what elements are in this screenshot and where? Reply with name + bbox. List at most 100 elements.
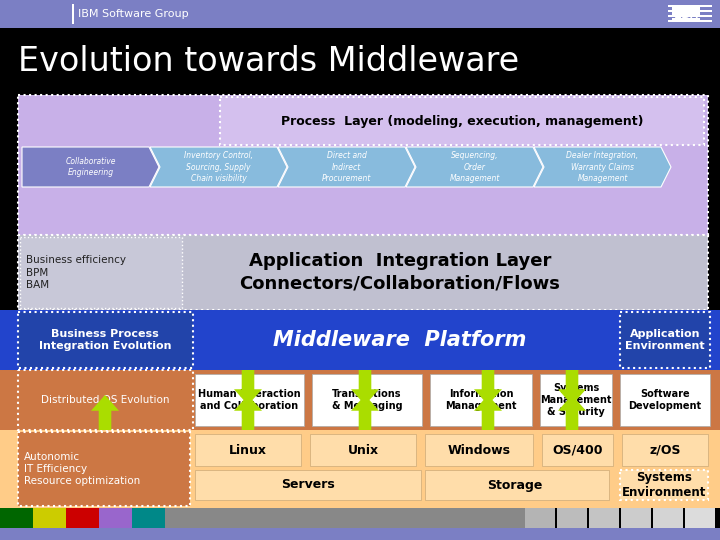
Polygon shape [234, 370, 262, 405]
Text: IBM Software Group: IBM Software Group [78, 9, 189, 19]
Bar [682, 6, 690, 10]
Text: Unix: Unix [348, 443, 379, 456]
Bar [622, 434, 708, 466]
Text: Distributed OS Evolution: Distributed OS Evolution [41, 395, 169, 405]
Bar [312, 374, 422, 426]
Bar [692, 18, 700, 22]
Polygon shape [558, 370, 586, 405]
Polygon shape [534, 147, 671, 187]
Bar [672, 18, 680, 22]
Bar [310, 434, 416, 466]
Text: Autonomic
IT Efficiency
Resource optimization: Autonomic IT Efficiency Resource optimiz… [24, 451, 140, 487]
Text: Direct and
Indirect
Procurement: Direct and Indirect Procurement [322, 151, 372, 183]
Polygon shape [22, 147, 159, 187]
Polygon shape [406, 147, 543, 187]
Text: Process  Layer (modeling, execution, management): Process Layer (modeling, execution, mana… [281, 114, 643, 127]
Bar [682, 12, 690, 16]
Bar [0, 0, 720, 28]
Polygon shape [474, 370, 502, 405]
Bar [668, 20, 712, 22]
Bar [653, 508, 683, 528]
Text: Transactions
& Messaging: Transactions & Messaging [332, 389, 402, 411]
Text: z/OS: z/OS [649, 443, 680, 456]
Bar [18, 95, 708, 235]
Bar [18, 432, 190, 506]
Bar [20, 237, 182, 308]
Bar [0, 310, 720, 370]
Bar [620, 470, 708, 500]
Bar [620, 374, 710, 426]
Bar [0, 28, 720, 103]
Bar [672, 12, 680, 16]
Text: Application
Environment: Application Environment [625, 329, 705, 351]
Bar [132, 508, 165, 528]
Bar [0, 528, 720, 540]
Bar [18, 370, 193, 430]
Bar [525, 508, 555, 528]
Bar [99, 508, 132, 528]
Text: Software
Development: Software Development [629, 389, 701, 411]
Bar [18, 95, 708, 235]
Bar [220, 97, 704, 145]
Text: Inventory Control,
Sourcing, Supply
Chain visibility: Inventory Control, Sourcing, Supply Chai… [184, 151, 253, 183]
Bar [0, 508, 33, 528]
Text: Servers: Servers [281, 478, 335, 491]
Bar [0, 370, 720, 430]
Bar [692, 12, 700, 16]
Bar [430, 374, 532, 426]
Bar [195, 470, 421, 500]
Text: Information
Management: Information Management [445, 389, 517, 411]
Text: Evolution towards Middleware: Evolution towards Middleware [18, 45, 519, 78]
Bar [66, 508, 99, 528]
Bar [672, 12, 700, 16]
Bar [425, 470, 609, 500]
Bar [540, 374, 612, 426]
Bar [195, 434, 301, 466]
Bar [672, 18, 700, 22]
Text: IBM: IBM [673, 7, 698, 21]
Text: Dealer Integration,
Warranty Claims
Management: Dealer Integration, Warranty Claims Mana… [567, 151, 639, 183]
Polygon shape [91, 395, 119, 430]
Bar [621, 508, 651, 528]
Text: Middleware  Platform: Middleware Platform [274, 330, 527, 350]
Text: Systems
Environment: Systems Environment [622, 470, 706, 500]
Text: OS/400: OS/400 [552, 443, 603, 456]
Text: Systems
Management
& Security: Systems Management & Security [540, 383, 612, 417]
Text: Sequencing,
Order
Management: Sequencing, Order Management [449, 151, 500, 183]
Bar [0, 28, 720, 52]
Bar [425, 434, 533, 466]
Bar [18, 312, 193, 368]
Bar [18, 235, 708, 310]
Polygon shape [558, 395, 586, 430]
Bar [685, 508, 715, 528]
Bar [18, 235, 708, 310]
Bar [668, 5, 712, 7]
Bar [557, 508, 587, 528]
Bar [33, 508, 66, 528]
Bar [682, 18, 690, 22]
Bar [195, 374, 304, 426]
Text: Storage: Storage [487, 478, 543, 491]
Bar [668, 15, 712, 17]
Bar [672, 6, 700, 10]
Bar [542, 434, 613, 466]
Bar [692, 6, 700, 10]
Text: Linux: Linux [229, 443, 267, 456]
Text: Application  Integration Layer
Connectors/Collaboration/Flows: Application Integration Layer Connectors… [240, 252, 560, 293]
Bar [72, 4, 74, 24]
Text: Human Interaction
and Collaboration: Human Interaction and Collaboration [198, 389, 301, 411]
Polygon shape [234, 395, 262, 430]
Polygon shape [278, 147, 415, 187]
Bar [620, 312, 710, 368]
Polygon shape [474, 395, 502, 430]
Bar [589, 508, 619, 528]
Text: Windows: Windows [448, 443, 510, 456]
Bar [165, 508, 525, 528]
Polygon shape [351, 395, 379, 430]
Polygon shape [150, 147, 287, 187]
Bar [0, 430, 720, 508]
Bar [672, 6, 680, 10]
Polygon shape [351, 370, 379, 405]
Text: Business efficiency
BPM
BAM: Business efficiency BPM BAM [26, 255, 126, 290]
Text: Collaborative
Engineering: Collaborative Engineering [66, 157, 116, 177]
